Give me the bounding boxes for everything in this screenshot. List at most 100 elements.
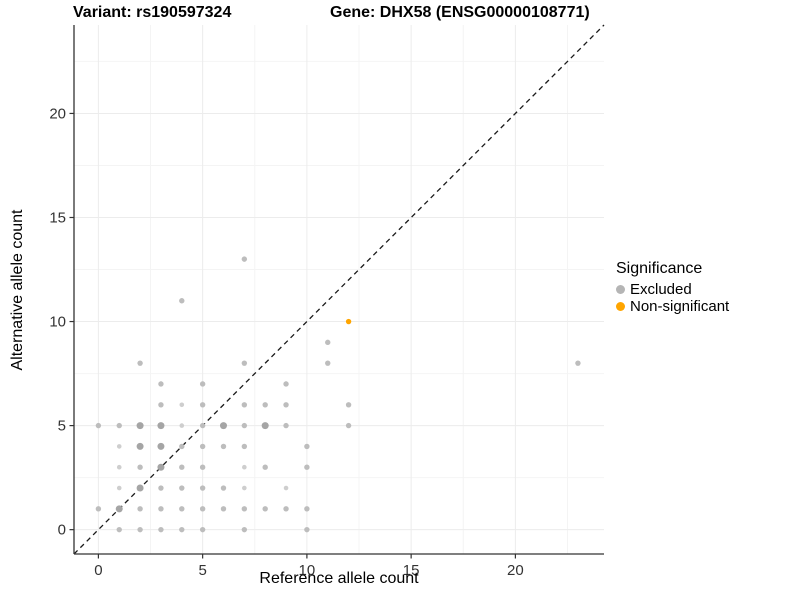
data-point <box>137 506 143 512</box>
gene-title: Gene: DHX58 (ENSG00000108771) <box>330 4 590 21</box>
data-point <box>219 422 227 430</box>
data-point <box>241 506 248 512</box>
data-point <box>345 402 352 408</box>
data-point <box>283 381 289 387</box>
data-point <box>179 402 185 408</box>
data-point <box>199 506 206 512</box>
data-points-group <box>95 256 581 533</box>
non-significant-point-icon <box>616 302 625 311</box>
excluded-point-icon <box>616 285 625 294</box>
data-point <box>157 442 165 450</box>
data-point <box>241 402 248 408</box>
data-point <box>241 360 248 366</box>
y-axis-tick-label: 5 <box>58 418 66 435</box>
data-point <box>158 526 164 533</box>
data-point <box>241 526 248 533</box>
data-point <box>199 526 206 533</box>
data-point <box>283 422 289 429</box>
data-point <box>137 360 143 366</box>
variant-title: Variant: rs190597324 <box>73 4 232 21</box>
data-point <box>116 526 122 533</box>
data-point <box>116 464 122 470</box>
data-point <box>137 526 143 533</box>
legend-item-non-significant: Non-significant <box>616 298 729 315</box>
legend-item-label: Excluded <box>630 281 692 298</box>
data-point <box>179 506 185 512</box>
data-point <box>242 485 247 491</box>
data-point <box>262 506 268 512</box>
y-axis-tick-label: 10 <box>49 314 66 331</box>
data-point <box>158 381 164 387</box>
data-point <box>241 443 248 450</box>
data-point <box>262 464 268 470</box>
data-point <box>325 360 331 366</box>
data-point <box>179 423 185 428</box>
data-point <box>137 464 143 470</box>
data-point <box>95 506 102 512</box>
data-point <box>283 506 289 512</box>
data-point <box>199 485 206 491</box>
x-axis-tick-label: 15 <box>403 562 420 579</box>
data-point <box>116 422 122 429</box>
y-axis-tick-label: 20 <box>49 105 66 122</box>
data-point <box>136 484 144 492</box>
data-point <box>157 463 165 471</box>
data-point <box>136 442 144 450</box>
data-point <box>157 422 165 430</box>
legend-title: Significance <box>616 260 703 277</box>
data-point <box>115 505 123 513</box>
data-point <box>179 464 185 470</box>
data-point <box>575 360 581 366</box>
y-axis-tick-label: 0 <box>58 522 66 539</box>
data-point-non-significant <box>345 318 352 325</box>
data-point <box>95 422 102 429</box>
y-axis-tick-label: 15 <box>49 209 66 226</box>
data-point <box>199 402 206 408</box>
data-point <box>179 298 185 304</box>
data-point <box>199 464 206 470</box>
data-point <box>242 464 247 470</box>
data-point <box>199 381 206 387</box>
axis-tick-labels-group: 0 5 10 15 20 0 5 10 15 20 <box>49 105 523 579</box>
data-point <box>304 443 310 450</box>
x-axis-tick-label: 20 <box>507 562 524 579</box>
x-axis-title: Reference allele count <box>259 570 419 587</box>
data-point <box>179 526 185 533</box>
data-point <box>199 422 206 429</box>
x-axis-tick-label: 5 <box>198 562 206 579</box>
data-point <box>262 402 268 408</box>
data-point <box>325 339 331 346</box>
data-point <box>220 485 227 491</box>
data-point <box>158 402 164 408</box>
data-point <box>261 422 269 430</box>
legend: Significance Excluded Non-significant <box>616 260 729 315</box>
data-point <box>179 485 185 491</box>
legend-item-excluded: Excluded <box>616 281 729 298</box>
data-point <box>304 526 310 533</box>
legend-item-label: Non-significant <box>630 298 730 315</box>
data-point <box>241 422 248 429</box>
axis-ticks-group <box>69 112 516 559</box>
data-point <box>220 506 227 512</box>
identity-line-group <box>73 24 605 555</box>
data-point <box>283 485 289 491</box>
data-point <box>116 444 122 449</box>
data-point <box>136 422 144 430</box>
data-point <box>283 402 289 408</box>
data-point <box>158 485 164 491</box>
identity-line <box>73 24 605 555</box>
x-axis-tick-label: 10 <box>299 562 316 579</box>
data-point <box>304 464 310 470</box>
data-point <box>158 506 164 512</box>
y-axis-title: Alternative allele count <box>9 209 26 371</box>
data-point <box>179 443 185 450</box>
data-point <box>116 485 122 491</box>
data-point <box>241 256 248 262</box>
data-point <box>345 422 352 429</box>
data-point <box>220 443 227 450</box>
x-axis-tick-label: 0 <box>94 562 102 579</box>
data-point <box>199 443 206 450</box>
data-point <box>304 506 310 512</box>
